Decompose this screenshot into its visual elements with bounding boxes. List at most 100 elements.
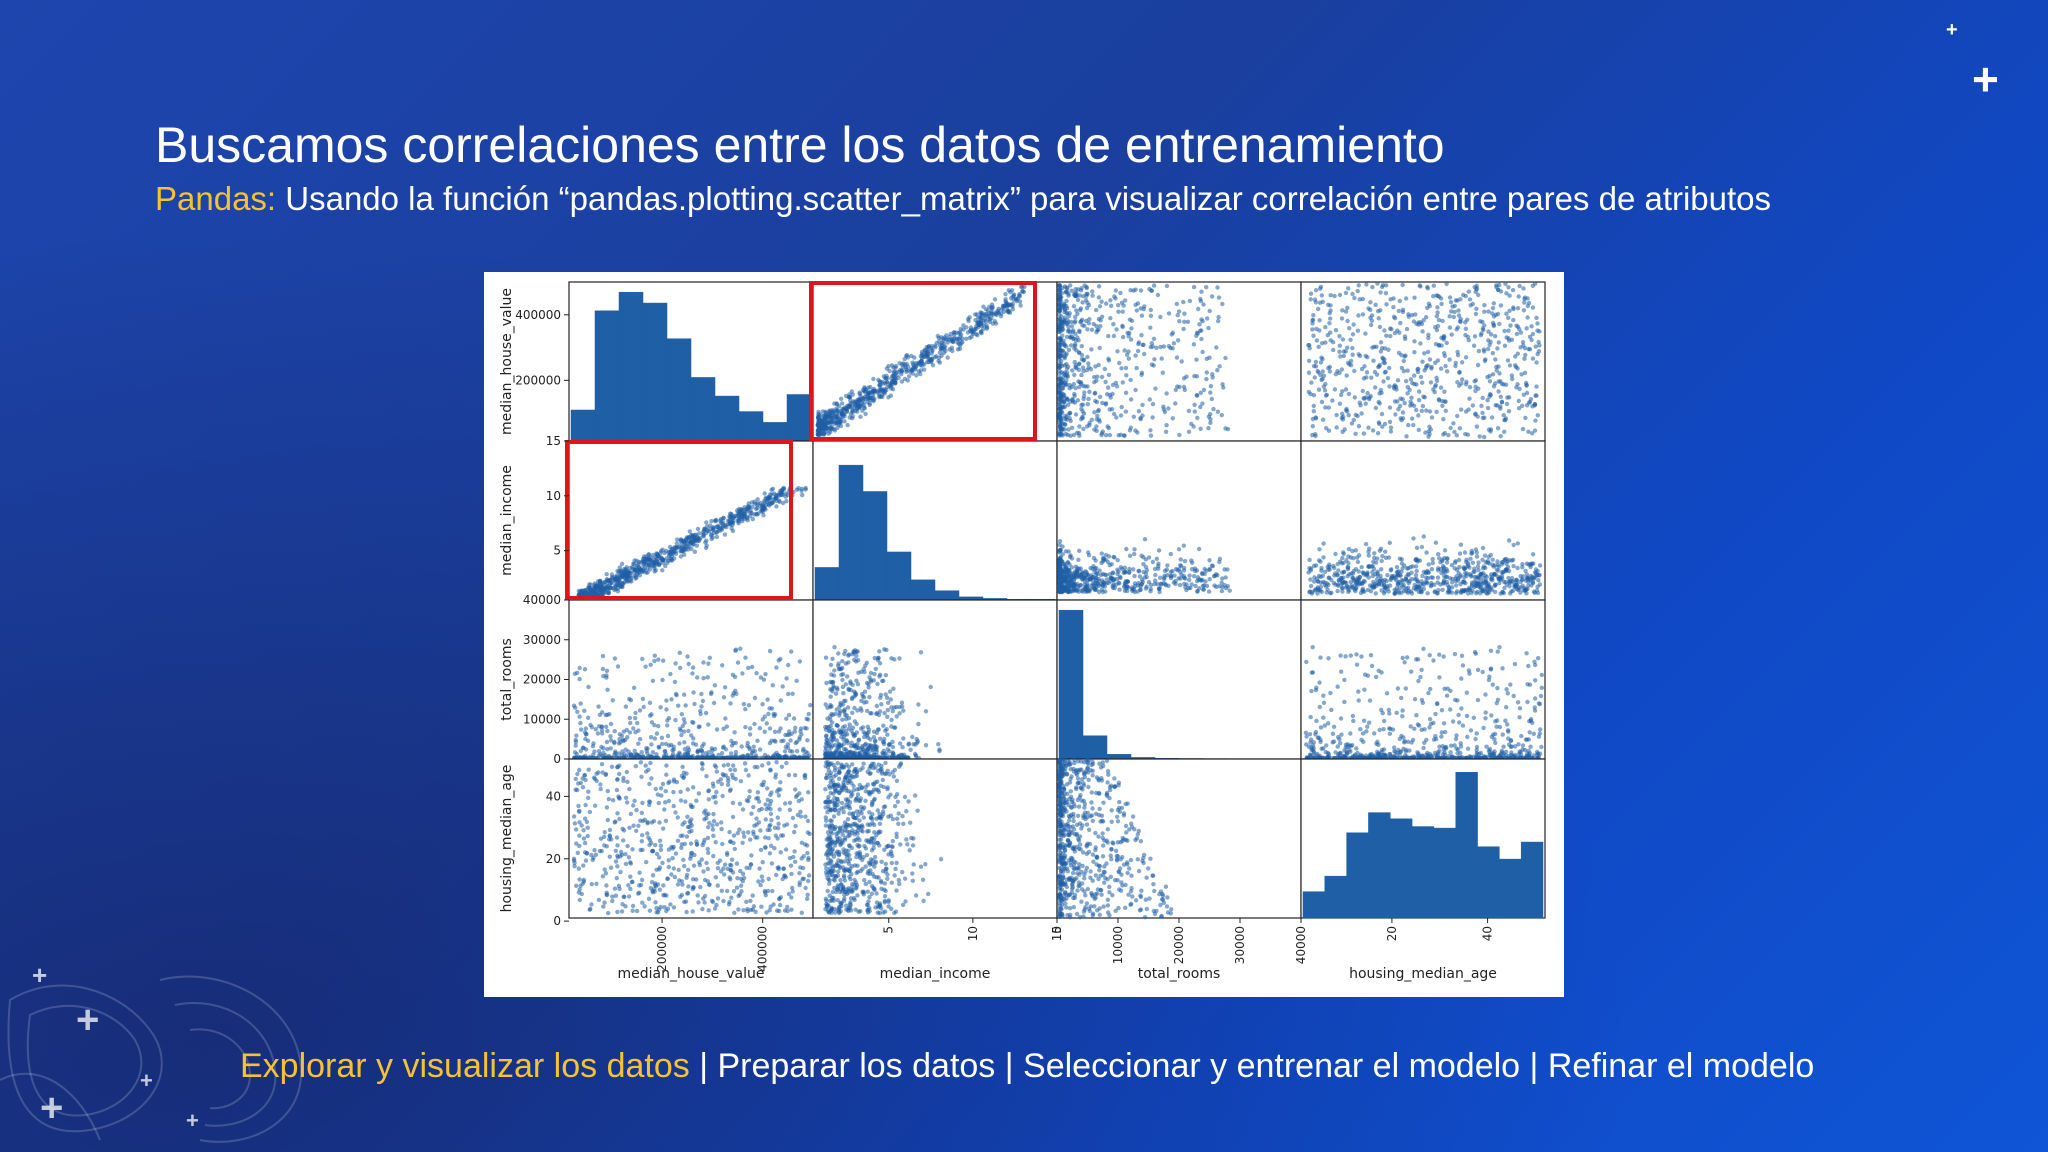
scatter-point bbox=[1123, 390, 1129, 395]
scatter-point bbox=[1385, 573, 1390, 578]
scatter-point bbox=[1477, 576, 1482, 581]
scatter-point bbox=[860, 397, 866, 402]
scatter-point bbox=[1503, 416, 1509, 421]
scatter-point bbox=[1340, 429, 1345, 434]
scatter-point bbox=[1382, 357, 1387, 362]
scatter-point bbox=[632, 573, 637, 579]
scatter-point bbox=[1490, 306, 1496, 311]
scatter-point bbox=[1507, 363, 1513, 368]
scatter-point bbox=[1376, 316, 1381, 321]
scatter-point bbox=[1194, 330, 1200, 335]
scatter-point bbox=[1175, 313, 1180, 318]
scatter-point bbox=[1216, 318, 1221, 324]
histogram-bar bbox=[714, 395, 740, 442]
plus-icon: + bbox=[1946, 19, 1958, 41]
scatter-point bbox=[757, 726, 763, 731]
scatter-point bbox=[1358, 590, 1364, 596]
scatter-point bbox=[730, 672, 736, 677]
scatter-point bbox=[1106, 356, 1111, 361]
scatter-point bbox=[1102, 366, 1107, 372]
scatter-point bbox=[1406, 312, 1411, 317]
scatter-point bbox=[755, 497, 760, 502]
scatter-point bbox=[1151, 336, 1157, 341]
histogram-bar bbox=[690, 377, 716, 442]
scatter-point bbox=[1158, 344, 1163, 350]
scatter-point bbox=[1352, 395, 1357, 400]
scatter-point bbox=[1175, 338, 1181, 343]
scatter-point bbox=[952, 333, 957, 338]
scatter-point bbox=[837, 416, 843, 421]
cell-frame bbox=[1056, 281, 1302, 442]
scatter-point bbox=[786, 662, 791, 668]
scatter-point bbox=[1195, 415, 1200, 421]
scatter-point bbox=[1223, 355, 1228, 361]
scatter-point bbox=[1065, 373, 1070, 378]
scatter-point bbox=[1420, 329, 1425, 334]
scatter-point bbox=[1522, 356, 1527, 361]
scatter-point bbox=[1191, 284, 1197, 290]
scatter-point bbox=[1343, 309, 1349, 314]
matrix-cell-total_rooms-vs-median_house_value bbox=[568, 599, 814, 761]
scatter-point bbox=[1361, 395, 1366, 401]
scatter-point bbox=[583, 732, 589, 737]
scatter-point bbox=[1376, 420, 1382, 425]
scatter-point bbox=[1136, 569, 1142, 574]
scatter-point bbox=[1057, 539, 1063, 544]
scatter-point bbox=[1310, 424, 1315, 429]
scatter-point bbox=[754, 671, 759, 676]
scatter-point bbox=[975, 333, 980, 338]
scatter-point bbox=[669, 697, 674, 702]
scatter-point bbox=[1473, 289, 1478, 295]
scatter-point bbox=[957, 346, 963, 351]
scatter-matrix-chart: 200000400000median_house_value51015media… bbox=[499, 281, 1546, 982]
scatter-point bbox=[1059, 568, 1065, 574]
scatter-point bbox=[1405, 391, 1410, 396]
scatter-point bbox=[1352, 368, 1357, 374]
scatter-point bbox=[1518, 330, 1524, 335]
scatter-point bbox=[1072, 343, 1078, 349]
scatter-point bbox=[672, 679, 678, 685]
scatter-point bbox=[1520, 565, 1525, 570]
scatter-point bbox=[1062, 355, 1068, 361]
scatter-point bbox=[1189, 567, 1195, 572]
scatter-point bbox=[1094, 307, 1099, 313]
scatter-point bbox=[1110, 570, 1116, 575]
scatter-point bbox=[679, 712, 684, 717]
scatter-point bbox=[784, 716, 789, 721]
scatter-point bbox=[669, 557, 674, 562]
scatter-point bbox=[1223, 426, 1228, 431]
scatter-point bbox=[1217, 364, 1222, 369]
scatter-point bbox=[1413, 573, 1419, 578]
scatter-point bbox=[1415, 367, 1420, 372]
scatter-point bbox=[1515, 541, 1521, 546]
scatter-point bbox=[626, 753, 631, 758]
scatter-point bbox=[586, 585, 591, 590]
scatter-point bbox=[1160, 370, 1165, 375]
scatter-point bbox=[1419, 544, 1425, 550]
scatter-point bbox=[720, 523, 726, 528]
scatter-point bbox=[1438, 366, 1444, 371]
scatter-point bbox=[661, 658, 666, 663]
scatter-point bbox=[741, 701, 747, 707]
scatter-point bbox=[782, 754, 787, 759]
scatter-point bbox=[1113, 288, 1118, 293]
scatter-point bbox=[692, 701, 697, 707]
scatter-point bbox=[1365, 570, 1370, 575]
scatter-point bbox=[679, 732, 684, 738]
scatter-point bbox=[1383, 291, 1389, 296]
scatter-point bbox=[767, 726, 773, 731]
scatter-point bbox=[1426, 301, 1432, 306]
scatter-point bbox=[1455, 413, 1460, 419]
scatter-point bbox=[1442, 334, 1447, 340]
scatter-point bbox=[1066, 587, 1071, 592]
scatter-point bbox=[1148, 428, 1153, 433]
scatter-point bbox=[1496, 564, 1502, 569]
scatter-point bbox=[711, 530, 716, 536]
scatter-point bbox=[1199, 289, 1204, 294]
scatter-point bbox=[1434, 378, 1440, 383]
scatter-point bbox=[1404, 326, 1410, 332]
scatter-point bbox=[930, 356, 935, 361]
scatter-point bbox=[1220, 382, 1225, 387]
scatter-point bbox=[772, 729, 778, 734]
scatter-point bbox=[589, 725, 595, 730]
